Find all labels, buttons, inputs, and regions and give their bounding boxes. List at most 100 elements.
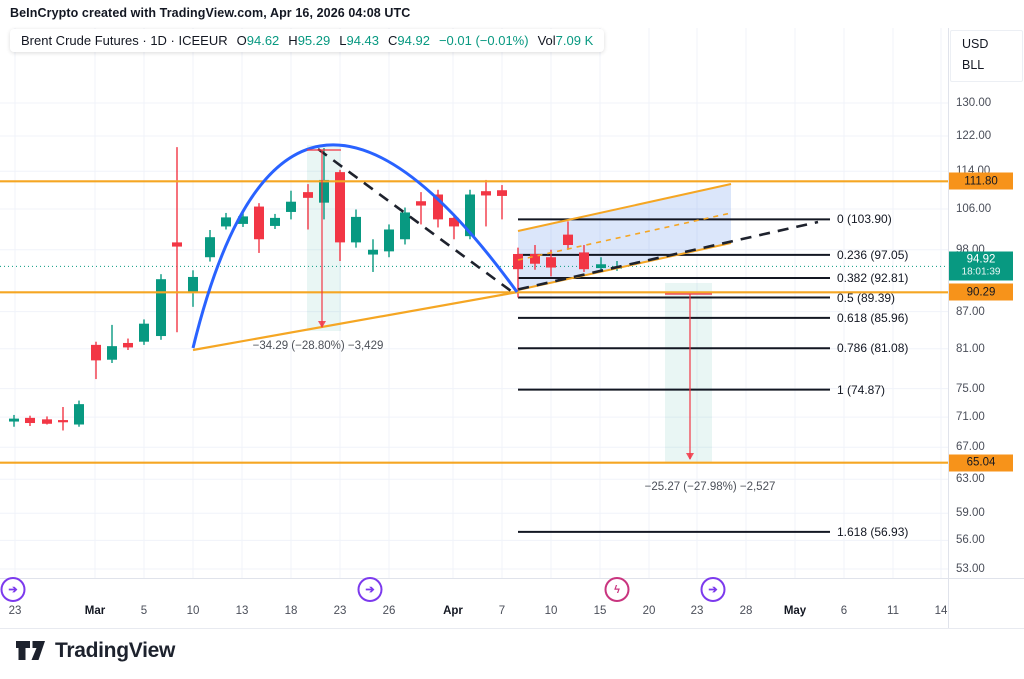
measure-band [665,283,712,463]
arrow-right-icon[interactable]: ➔ [0,577,26,602]
time-tick-label: 10 [544,605,558,617]
time-tick-label: May [783,605,807,617]
rounding-top-arc[interactable] [191,143,519,349]
trendline[interactable] [192,290,519,352]
candle-body [42,419,52,424]
time-tick-label: 23 [690,605,704,617]
candle-body [139,323,149,342]
candle-body [205,237,215,258]
candle-body [74,404,84,425]
candle-body [172,242,182,247]
time-tick-label: 15 [593,605,607,617]
channel-mid-line[interactable] [517,212,732,261]
arrow-right-icon[interactable]: ➔ [700,577,726,602]
dashed-projection-line[interactable] [317,147,819,293]
candle-body [563,234,573,246]
candle-body [270,217,280,226]
candle-body [91,344,101,361]
fib-level-label[interactable]: 0.5 (89.39) [837,290,896,305]
price-alert-badge: 65.04 [949,454,1013,472]
price-tick-label: 75.00 [956,382,985,395]
candle-body [368,249,378,255]
time-tick-label: 13 [235,605,249,617]
candle-body [238,216,248,224]
lightning-icon[interactable]: ϟ [604,577,630,602]
current-price-value: 94.92 [966,253,996,266]
candle-body [530,254,540,264]
candle-body [123,342,133,348]
measure-annotation: −25.27 (−27.98%) −2,527 [644,481,776,493]
candle-body [546,257,556,268]
candle-body [286,201,296,212]
candle-body [156,279,166,337]
candle-body [221,217,231,227]
price-tick-label: 106.00 [956,203,992,215]
symbol-title: Brent Crude Futures · 1D · ICEEUR [21,33,228,48]
candle-body [433,194,443,220]
time-tick-label: 6 [840,605,848,617]
price-tick-label: 63.00 [956,473,985,486]
time-tick-label: 23 [333,605,347,617]
time-tick-label: Apr [443,605,463,617]
time-tick-label: 20 [642,605,656,617]
candle-body [9,418,19,422]
symbol-legend[interactable]: Brent Crude Futures · 1D · ICEEUR O94.62… [10,29,605,52]
price-tick-label: 130.00 [956,97,992,109]
price-change: −0.01 (−0.01%) [438,33,529,48]
ohlc-high: H95.29 [288,33,331,48]
price-tick-label: 53.00 [956,563,985,575]
time-tick-label: 28 [739,605,753,617]
measure-annotation: −34.29 (−28.80%) −3,429 [252,340,384,352]
time-tick-label: Mar [84,605,106,617]
price-axis-divider [948,28,949,628]
arrow-right-icon[interactable]: ➔ [357,577,383,602]
fib-level-label[interactable]: 0.236 (97.05) [837,247,909,262]
time-tick-label: 23 [8,605,22,617]
candle-body [107,346,117,360]
axis-currency-label: USD [962,37,989,51]
current-price-badge: 94.92 18:01:39 [949,251,1013,281]
candle-body [58,420,68,423]
tradingview-logo-text: TradingView [55,638,176,662]
tradingview-logo-icon [16,641,45,660]
candle-body [384,229,394,252]
candle-body [254,206,264,240]
fib-level-label[interactable]: 1 (74.87) [837,382,886,397]
fib-level-label[interactable]: 0 (103.90) [837,212,892,227]
tradingview-logo[interactable]: TradingView [16,638,175,663]
measure-arrow-head [318,321,326,328]
price-tick-label: 122.00 [956,129,992,142]
candle-body [303,192,313,198]
candle-body [400,212,410,240]
fib-level-label[interactable]: 0.618 (85.96) [837,310,909,325]
time-axis-line [0,578,1024,579]
time-tick-label: 18 [284,605,298,617]
price-tick-label: 67.00 [956,441,985,454]
channel-upper-line[interactable] [517,183,732,232]
fib-level-label[interactable]: 1.618 (56.93) [837,524,909,539]
candle-body [351,216,361,243]
candle-body [579,252,589,270]
time-tick-label: 7 [498,605,506,617]
measure-arrow-head [686,453,694,460]
time-tick-label: 14 [934,605,948,617]
time-tick-label: 11 [887,605,899,617]
candle-body [449,217,459,227]
axis-unit-label: BLL [962,58,985,72]
price-axis-unit-box: USD BLL [950,30,1023,82]
price-alert-badge: 90.29 [949,283,1013,301]
candle-body [465,194,475,237]
price-tick-label: 59.00 [956,507,985,520]
price-tick-label: 71.00 [956,411,985,424]
chart-bottom-border [0,628,1024,629]
flag-channel-fill[interactable] [518,184,731,290]
candle-body [497,190,507,196]
bar-countdown: 18:01:39 [961,266,1001,278]
price-tick-label: 81.00 [956,342,985,355]
fib-level-label[interactable]: 0.786 (81.08) [837,341,909,356]
fib-level-label[interactable]: 0.382 (92.81) [837,271,909,286]
attribution-header: BeInCrypto created with TradingView.com,… [10,6,411,20]
time-tick-label: 26 [382,605,396,617]
candle-body [335,172,345,243]
